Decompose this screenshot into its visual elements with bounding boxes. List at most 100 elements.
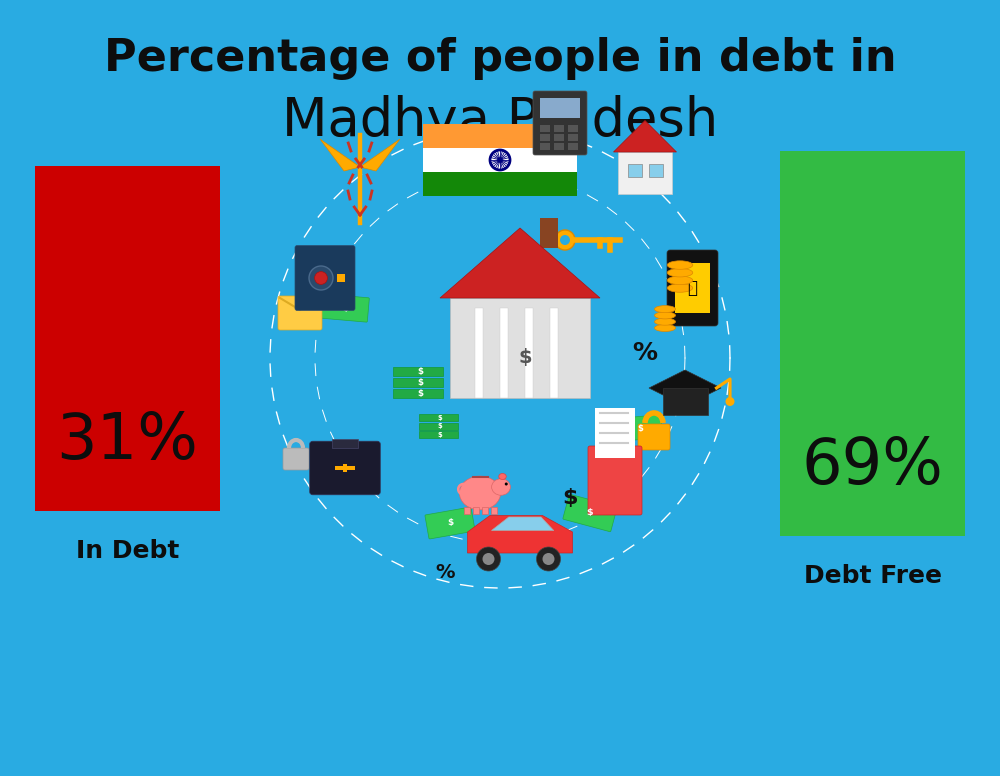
FancyBboxPatch shape bbox=[588, 446, 642, 515]
Bar bbox=[540, 125, 550, 132]
Circle shape bbox=[482, 553, 494, 565]
FancyBboxPatch shape bbox=[617, 414, 663, 442]
Bar bbox=[343, 464, 347, 473]
FancyBboxPatch shape bbox=[278, 296, 322, 330]
Bar bbox=[540, 98, 580, 118]
Ellipse shape bbox=[499, 473, 506, 480]
Polygon shape bbox=[320, 139, 360, 171]
Circle shape bbox=[536, 547, 560, 571]
Ellipse shape bbox=[667, 284, 693, 293]
Bar bbox=[335, 466, 355, 469]
FancyBboxPatch shape bbox=[563, 494, 617, 532]
Ellipse shape bbox=[654, 312, 676, 319]
Bar bbox=[337, 274, 345, 282]
Text: $: $ bbox=[587, 508, 593, 518]
Text: 🏦: 🏦 bbox=[687, 279, 697, 297]
Text: $: $ bbox=[438, 414, 442, 421]
Bar bbox=[628, 164, 642, 176]
Bar bbox=[540, 143, 550, 150]
Text: 31%: 31% bbox=[57, 410, 198, 472]
Text: Percentage of people in debt in: Percentage of people in debt in bbox=[104, 36, 896, 79]
Bar bbox=[662, 388, 708, 415]
Bar bbox=[540, 218, 558, 248]
Circle shape bbox=[498, 158, 502, 162]
Circle shape bbox=[726, 397, 734, 406]
Bar bbox=[419, 423, 458, 430]
Text: $: $ bbox=[417, 378, 423, 387]
FancyBboxPatch shape bbox=[638, 424, 670, 450]
Ellipse shape bbox=[492, 479, 510, 495]
Bar bbox=[482, 507, 488, 514]
Text: $: $ bbox=[417, 389, 423, 398]
Ellipse shape bbox=[667, 261, 693, 269]
Bar bbox=[473, 507, 479, 514]
Bar bbox=[419, 414, 458, 421]
FancyBboxPatch shape bbox=[533, 91, 587, 155]
Bar bbox=[423, 148, 577, 172]
Ellipse shape bbox=[667, 276, 693, 285]
Polygon shape bbox=[468, 515, 572, 553]
Circle shape bbox=[315, 272, 327, 284]
Polygon shape bbox=[440, 228, 600, 298]
Bar bbox=[423, 172, 577, 196]
Polygon shape bbox=[492, 517, 554, 531]
FancyBboxPatch shape bbox=[295, 245, 355, 310]
Bar bbox=[554, 125, 564, 132]
Bar bbox=[525, 308, 533, 398]
Bar bbox=[500, 308, 508, 398]
Bar bbox=[550, 308, 558, 398]
Ellipse shape bbox=[654, 318, 676, 325]
Circle shape bbox=[555, 230, 575, 250]
Bar bbox=[393, 378, 442, 387]
Polygon shape bbox=[614, 120, 676, 152]
FancyBboxPatch shape bbox=[310, 442, 380, 495]
Text: 69%: 69% bbox=[802, 435, 943, 497]
Circle shape bbox=[505, 483, 508, 486]
Bar bbox=[568, 134, 578, 141]
Bar bbox=[780, 151, 965, 536]
Ellipse shape bbox=[667, 268, 693, 277]
Bar bbox=[648, 164, 662, 176]
Text: %: % bbox=[435, 563, 455, 583]
Bar bbox=[423, 124, 577, 148]
Text: %: % bbox=[633, 341, 658, 365]
Bar bbox=[675, 263, 710, 313]
FancyBboxPatch shape bbox=[425, 507, 475, 539]
Bar bbox=[568, 125, 578, 132]
Bar bbox=[595, 408, 635, 458]
Circle shape bbox=[477, 547, 501, 571]
Bar bbox=[393, 389, 442, 398]
Ellipse shape bbox=[459, 476, 501, 510]
Circle shape bbox=[560, 235, 570, 245]
FancyBboxPatch shape bbox=[283, 448, 309, 470]
Bar bbox=[464, 507, 470, 514]
Bar bbox=[554, 134, 564, 141]
Ellipse shape bbox=[654, 306, 676, 313]
Bar bbox=[475, 308, 483, 398]
Text: Debt Free: Debt Free bbox=[804, 564, 942, 588]
Text: $: $ bbox=[518, 348, 532, 368]
Text: Madhya Pradesh: Madhya Pradesh bbox=[282, 95, 718, 147]
Text: $: $ bbox=[438, 431, 442, 438]
Text: $: $ bbox=[342, 303, 348, 313]
Text: $: $ bbox=[637, 424, 643, 432]
Text: $: $ bbox=[562, 488, 578, 508]
Bar bbox=[568, 143, 578, 150]
Bar bbox=[35, 166, 220, 511]
Bar bbox=[332, 439, 358, 448]
Bar bbox=[490, 507, 496, 514]
Text: $: $ bbox=[417, 367, 423, 376]
Circle shape bbox=[309, 266, 333, 290]
Bar bbox=[393, 367, 442, 376]
Text: $: $ bbox=[438, 423, 442, 429]
FancyBboxPatch shape bbox=[667, 250, 718, 326]
Ellipse shape bbox=[654, 324, 676, 331]
Polygon shape bbox=[360, 139, 400, 171]
Bar bbox=[618, 152, 672, 194]
Circle shape bbox=[542, 553, 554, 565]
Text: $: $ bbox=[447, 518, 453, 528]
Bar bbox=[540, 134, 550, 141]
Bar bbox=[450, 298, 590, 398]
FancyBboxPatch shape bbox=[321, 294, 369, 322]
Bar bbox=[554, 143, 564, 150]
